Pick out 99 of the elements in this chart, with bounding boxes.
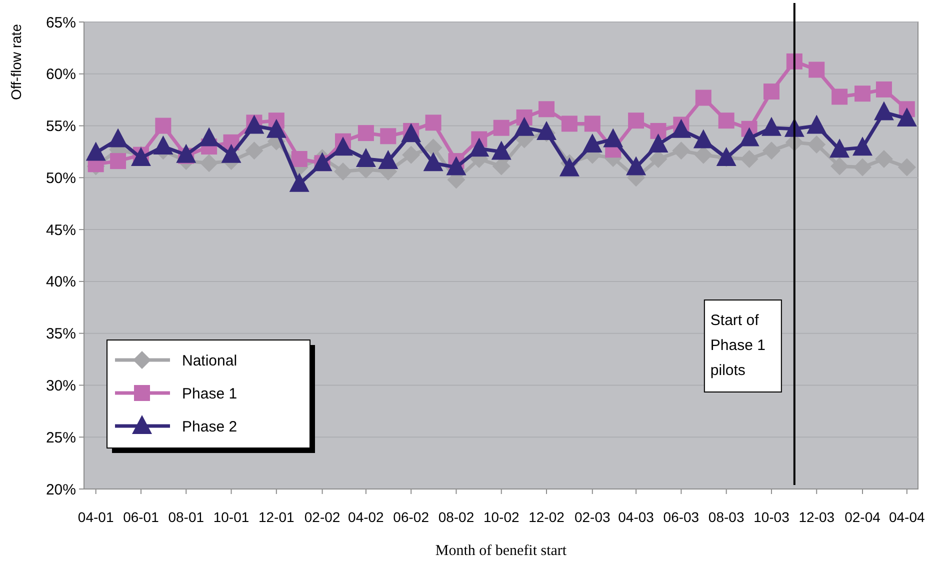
point: [402, 146, 420, 164]
point: [423, 152, 444, 172]
x-tick-label: 10-03: [754, 509, 790, 525]
x-tick-label: 02-04: [844, 509, 881, 525]
point: [561, 116, 578, 132]
point: [469, 138, 490, 157]
point: [874, 101, 894, 120]
point: [493, 120, 510, 136]
x-tick-label: 04-01: [78, 509, 114, 525]
y-tick-label: 40%: [46, 274, 76, 291]
point: [718, 112, 734, 129]
legend-label: Phase 2: [182, 418, 238, 436]
point: [378, 150, 398, 170]
x-tick-label: 02-03: [574, 509, 611, 525]
point: [291, 150, 308, 167]
point: [153, 136, 174, 155]
y-tick-label: 35%: [46, 326, 76, 343]
y-axis-title: Off-flow rate: [8, 24, 24, 100]
point: [628, 112, 644, 129]
y-tick-label: 45%: [46, 222, 76, 239]
point: [491, 140, 512, 160]
y-tick-label: 20%: [46, 481, 76, 498]
y-tick-label: 25%: [46, 429, 76, 446]
point: [582, 133, 602, 152]
point: [176, 144, 196, 163]
x-tick-label: 08-01: [168, 509, 204, 525]
point: [854, 86, 870, 102]
x-tick-label: 08-02: [438, 509, 474, 525]
point: [693, 129, 714, 148]
legend-label: National: [182, 352, 238, 370]
x-tick-label: 04-02: [348, 509, 384, 525]
point: [896, 108, 917, 127]
point: [762, 142, 780, 160]
point: [761, 116, 782, 136]
x-tick-label: 12-03: [798, 509, 835, 525]
point: [808, 135, 826, 154]
point: [559, 157, 580, 176]
point: [514, 116, 534, 136]
point: [446, 156, 466, 176]
point: [244, 114, 264, 134]
x-axis-title: Month of benefit start: [435, 543, 568, 559]
point: [695, 90, 712, 106]
point: [110, 153, 126, 170]
point: [832, 88, 848, 105]
point: [672, 142, 690, 160]
point: [650, 122, 666, 139]
x-tick-label: 06-03: [663, 509, 700, 525]
point: [333, 136, 354, 156]
y-tick-label: 55%: [46, 118, 76, 136]
point: [245, 142, 264, 160]
point: [874, 150, 893, 168]
point: [424, 138, 442, 157]
y-tick-label: 30%: [46, 377, 76, 394]
x-tick-label: 04-03: [618, 509, 654, 525]
point: [334, 162, 352, 180]
x-tick-label: 06-02: [393, 509, 430, 525]
point: [356, 148, 376, 167]
point: [401, 123, 422, 142]
point: [266, 118, 286, 138]
point: [221, 144, 242, 163]
point: [852, 136, 872, 156]
x-tick-label: 10-02: [483, 509, 520, 525]
x-tick-label: 04-04: [888, 509, 926, 525]
point: [806, 114, 827, 134]
point: [830, 157, 849, 176]
point: [358, 125, 374, 142]
point: [425, 114, 442, 131]
point: [648, 133, 668, 152]
point: [830, 138, 850, 158]
point: [108, 128, 128, 148]
point: [312, 152, 332, 172]
point: [538, 101, 555, 118]
legend-label: Phase 1: [182, 385, 238, 402]
x-tick-label: 08-03: [708, 509, 744, 525]
point: [584, 116, 600, 132]
point: [739, 127, 760, 146]
point: [155, 118, 172, 134]
ref-line-label: Start of Phase 1 pilots: [710, 312, 766, 379]
point: [626, 156, 646, 176]
x-tick-label: 06-01: [123, 509, 160, 525]
point: [740, 150, 758, 168]
x-tick-label: 10-01: [213, 509, 250, 525]
point: [854, 158, 872, 176]
point: [200, 154, 218, 172]
point: [289, 172, 310, 192]
point: [876, 81, 892, 98]
point: [86, 142, 106, 161]
x-tick-label: 12-01: [258, 509, 295, 525]
point: [763, 84, 780, 100]
x-tick-label: 12-02: [528, 509, 565, 525]
x-tick-label: 02-02: [304, 509, 340, 525]
y-tick-label: 50%: [46, 170, 76, 187]
point: [671, 118, 692, 138]
point: [808, 62, 825, 78]
y-tick-label: 65%: [46, 14, 76, 32]
y-tick-label: 60%: [46, 66, 76, 84]
point: [380, 128, 396, 144]
point: [898, 158, 916, 176]
point: [603, 128, 624, 148]
